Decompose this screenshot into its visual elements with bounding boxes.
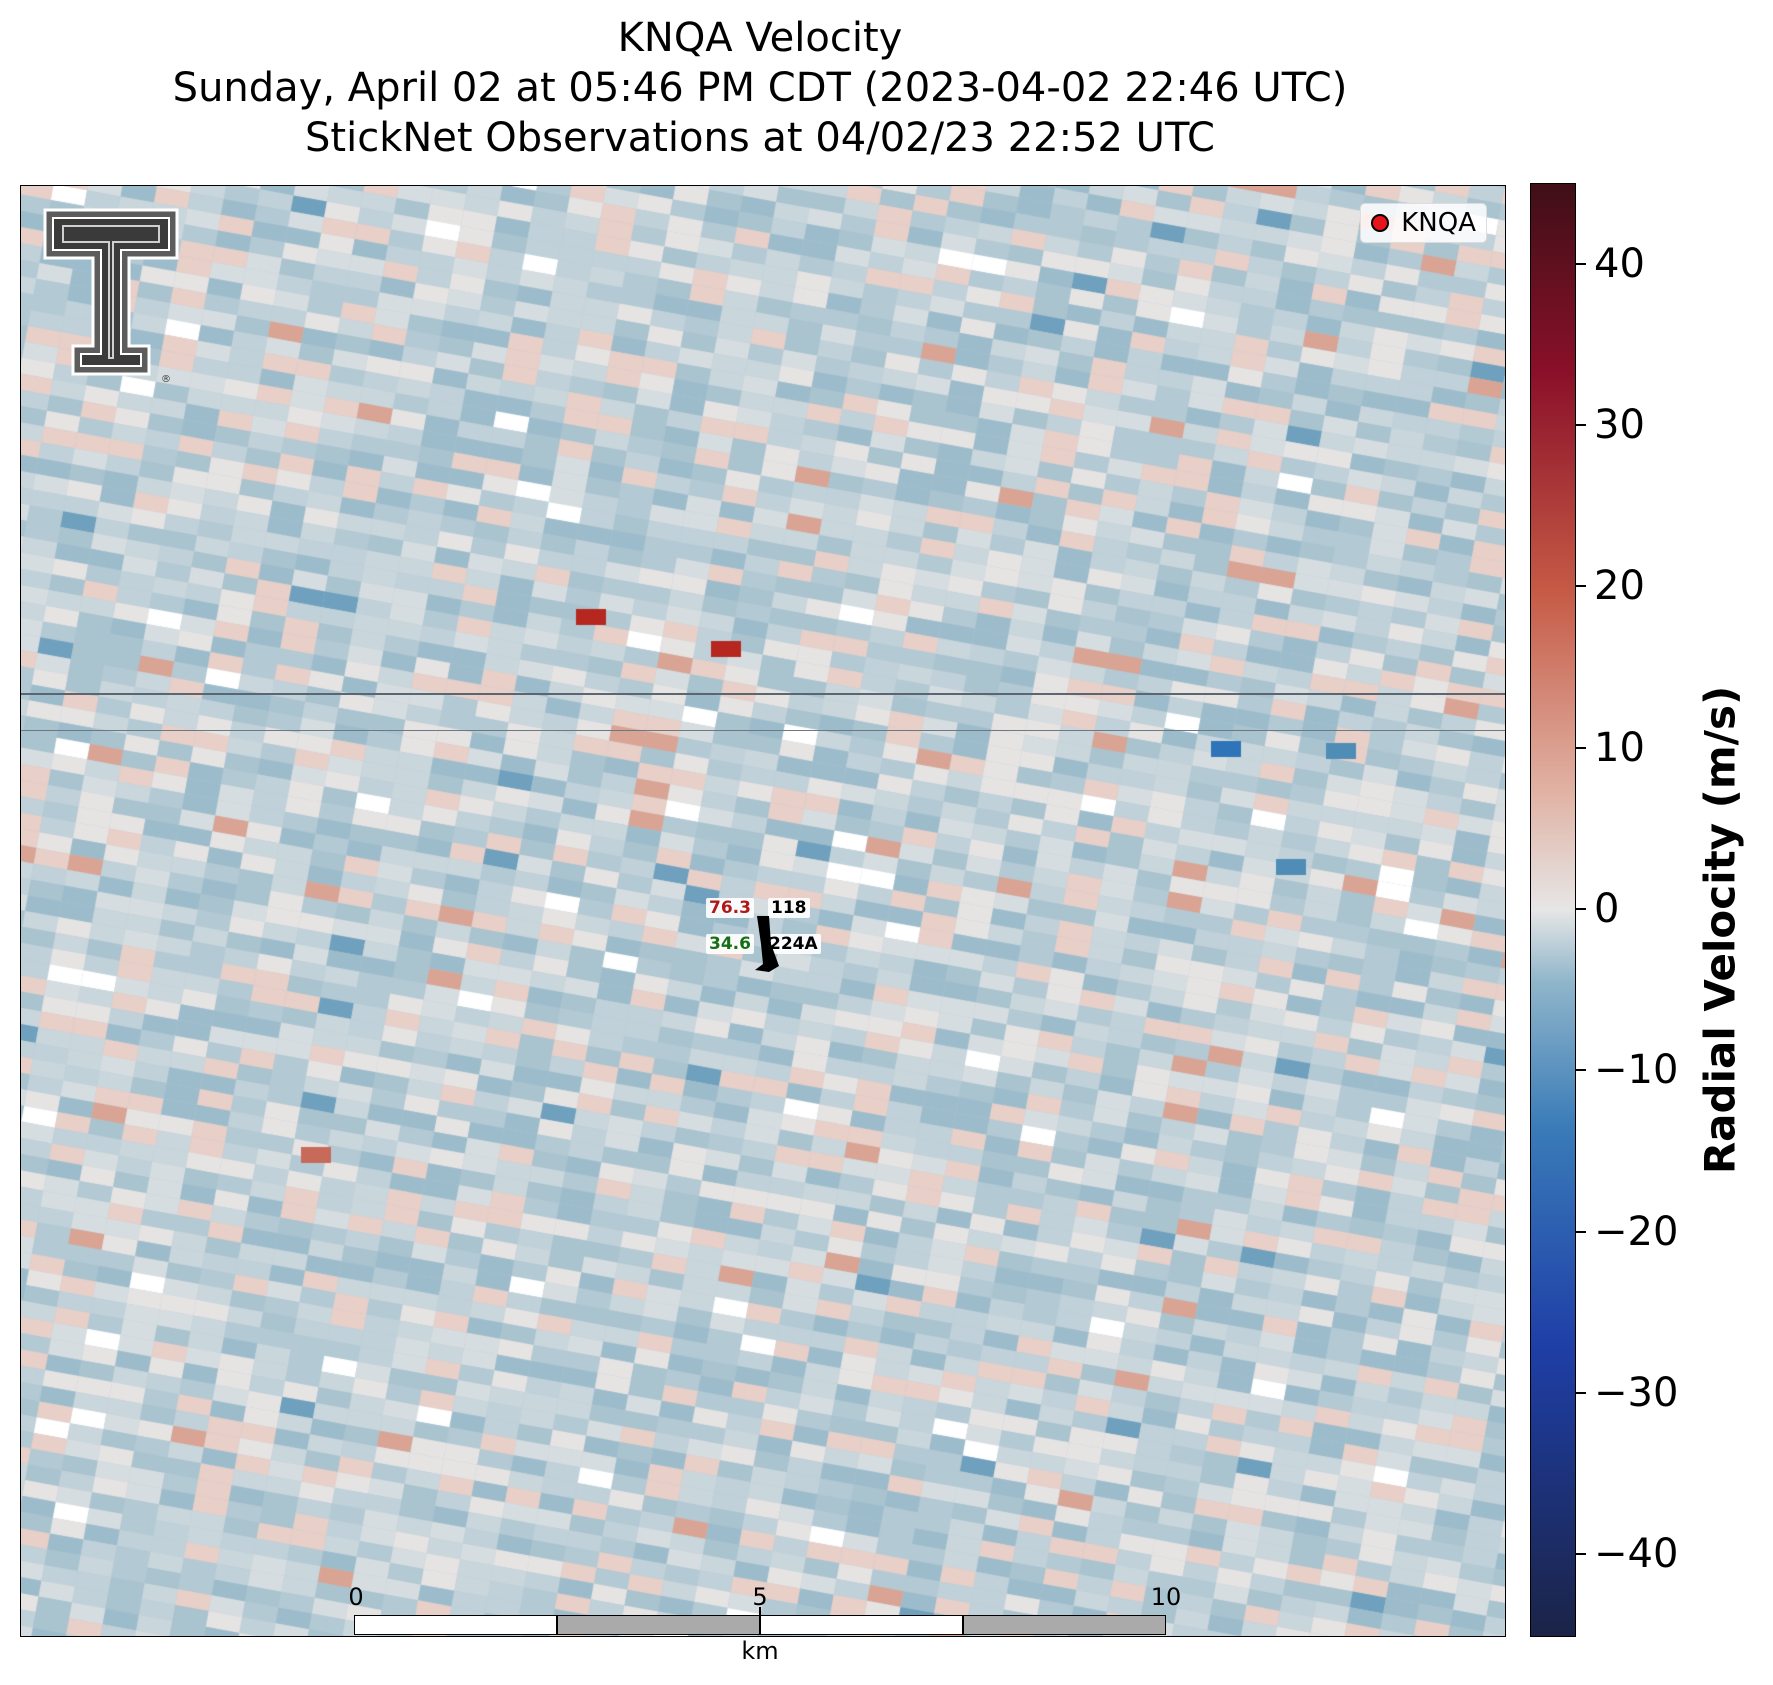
wind-barb-icon[interactable] (751, 914, 799, 980)
chart-title: KNQA Velocity (617, 15, 903, 61)
colorbar-tick-mark (1576, 1069, 1586, 1072)
colorbar-tick-label: 20 (1594, 563, 1645, 610)
colorbar-tick-label: −40 (1594, 1531, 1679, 1578)
colorbar-tick-label: 30 (1594, 402, 1645, 448)
logo-registered-mark: ® (161, 374, 171, 385)
colorbar-tick-label: 0 (1594, 886, 1620, 932)
scale-tick-0: 0 (348, 1583, 364, 1611)
station-pressure: 118 (768, 898, 810, 918)
scale-bar-segment (760, 1615, 963, 1635)
station-dewpoint: 34.6 (706, 934, 754, 954)
station-id: 224A (766, 934, 821, 954)
colorbar-tick-mark (1576, 1230, 1586, 1233)
texas-tech-logo-icon: ® (43, 208, 179, 385)
road-line (21, 730, 1505, 731)
legend-label: KNQA (1401, 208, 1476, 238)
colorbar-tick-mark (1576, 585, 1586, 588)
station-temperature: 76.3 (706, 898, 754, 918)
colorbar-label: Radial Velocity (m/s) (1695, 685, 1745, 1175)
colorbar-tick-mark (1576, 1392, 1586, 1394)
colorbar-tick-label: −20 (1594, 1208, 1679, 1255)
scale-bar-segment (963, 1615, 1166, 1635)
scale-bar: 0 5 10 km (336, 1583, 1181, 1685)
scale-unit: km (741, 1637, 779, 1665)
colorbar-tick-label: −10 (1594, 1047, 1679, 1094)
chart-subtitle-obs: StickNet Observations at 04/02/23 22:52 … (305, 115, 1215, 161)
scale-bar-segment (354, 1615, 557, 1635)
radar-map[interactable]: ® KNQA 76.3 118 34.6 224A (20, 185, 1506, 1637)
colorbar-tick-label: 10 (1594, 724, 1645, 771)
map-legend: KNQA (1360, 203, 1487, 243)
colorbar-tick-mark (1576, 746, 1586, 749)
colorbar-tick-mark (1576, 1553, 1586, 1556)
colorbar-tick-mark (1576, 262, 1586, 265)
scale-tick-5: 5 (752, 1583, 768, 1611)
knqa-marker-icon (1371, 214, 1390, 232)
radar-velocity-field (21, 186, 1505, 1636)
road-line (21, 693, 1505, 695)
scale-bar-segment (557, 1615, 760, 1635)
colorbar (1530, 183, 1576, 1637)
colorbar-tick-mark (1576, 424, 1586, 426)
colorbar-tick-mark (1576, 908, 1586, 910)
colorbar-tick-label: −30 (1594, 1370, 1679, 1416)
scale-bar-midtick (759, 1607, 761, 1635)
colorbar-tick-label: 40 (1594, 240, 1645, 287)
chart-subtitle-time: Sunday, April 02 at 05:46 PM CDT (2023-0… (172, 65, 1348, 111)
scale-tick-10: 10 (1150, 1583, 1182, 1611)
